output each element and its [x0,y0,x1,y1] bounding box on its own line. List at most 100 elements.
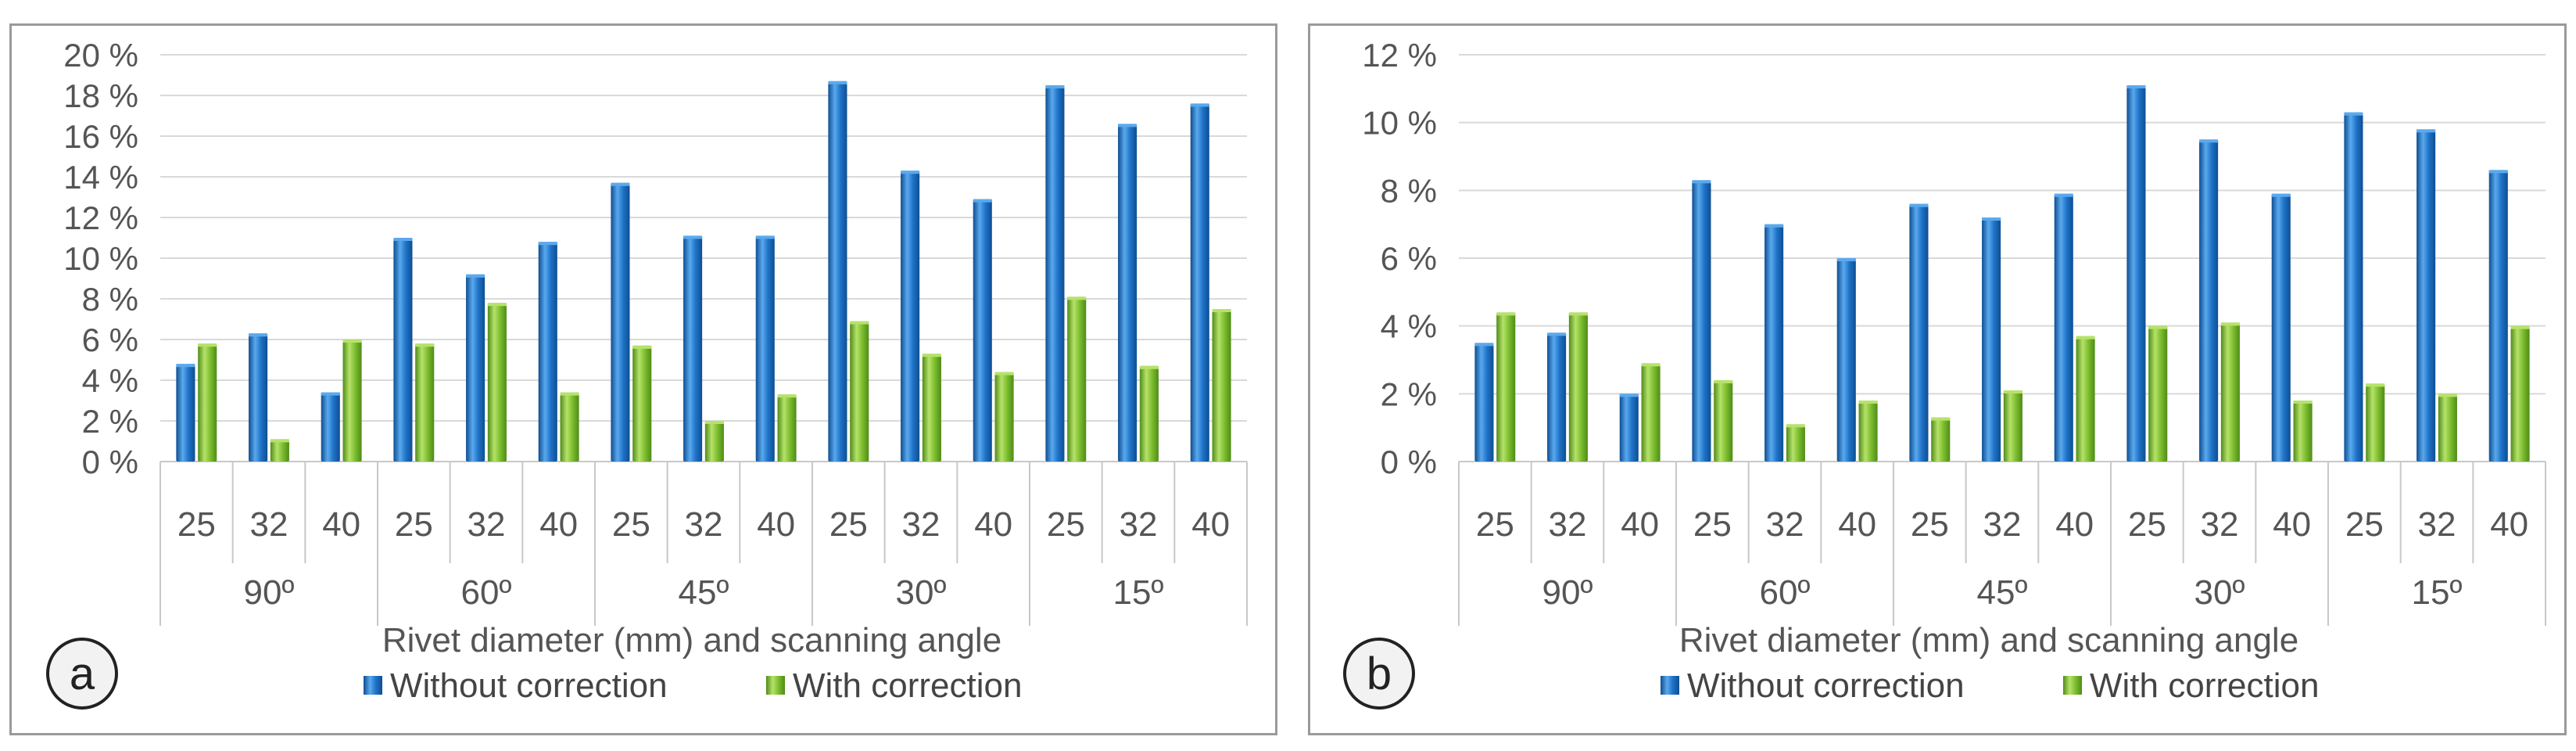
legend-without-correction-label: Without correction [1687,667,1965,705]
bar-with-correction [2438,393,2457,462]
bar-cap [1547,332,1567,336]
x-category-label: 25 [1693,505,1732,544]
bar-without-correction [393,238,413,462]
bar-without-correction [1765,224,1784,462]
bar-cap [1496,312,1516,316]
bar-with-correction [1067,296,1087,462]
x-axis-title: Rivet diameter (mm) and scanning angle [1679,621,2298,659]
y-tick-label: 6 % [82,322,138,358]
x-category-label: 40 [2490,505,2528,544]
bar-cap [2344,112,2363,116]
panel-label-circle [46,638,118,710]
x-category-label: 40 [2055,505,2094,544]
y-tick-label: 18 % [63,77,138,114]
bar-with-correction [994,372,1014,462]
bar-without-correction [2344,112,2363,462]
y-tick-label: 4 % [1381,308,1437,345]
y-tick-label: 0 % [82,444,138,480]
x-category-label: 25 [395,505,433,544]
bar-without-correction [2417,129,2436,462]
bar-with-correction [1931,417,1951,462]
bar-with-correction [1641,363,1661,462]
bar-without-correction [973,199,992,462]
x-group-label: 30º [2194,573,2245,612]
x-category-label: 32 [902,505,940,544]
bar-without-correction [1692,180,1711,462]
bar-cap [1641,363,1661,367]
bar-cap [2199,139,2219,143]
legend-with-correction-label: With correction [793,667,1022,705]
y-tick-label: 12 % [1362,37,1437,74]
x-group-label: 45º [1976,573,2027,612]
x-category-label: 40 [1191,505,1230,544]
bar-cap [538,242,557,246]
legend-without-correction-swatch [1661,676,1679,695]
bar-cap [487,303,507,307]
bar-with-correction [487,303,507,462]
bar-cap [973,199,992,203]
bar-cap [1786,424,1805,428]
bar-without-correction [1909,203,1929,462]
bar-with-correction [1496,312,1516,462]
bar-without-correction [538,242,557,462]
bar-with-correction [415,343,435,462]
bar-cap [249,333,268,337]
bar-cap [1982,217,2001,221]
bar-without-correction [2488,170,2508,462]
bar-without-correction [2126,85,2146,462]
bar-with-correction [198,343,217,462]
x-category-label: 25 [177,505,216,544]
x-category-label: 25 [829,505,868,544]
bar-cap [704,421,724,424]
bar-with-correction [1568,312,1588,462]
x-category-label: 32 [1549,505,1587,544]
bar-with-correction [922,354,941,462]
y-tick-label: 8 % [1381,172,1437,209]
x-category-label: 32 [250,505,288,544]
bar-cap [270,439,289,443]
bar-cap [922,354,941,358]
bar-cap [1619,393,1639,397]
bar-without-correction [2199,139,2219,462]
bar-without-correction [1190,103,1209,462]
chart-panel-a: 0 % 2 % 4 % 6 % 8 % 10 % 12 % 14 % 16 % 18 % 20 % 2… [9,23,1277,735]
bar-cap [2366,383,2385,387]
x-category-label: 25 [1911,505,1949,544]
y-tick-label: 6 % [1381,240,1437,277]
bar-cap [1118,124,1138,128]
bar-with-correction [1858,401,1878,462]
x-category-label: 40 [322,505,360,544]
y-tick-label: 8 % [82,281,138,318]
bar-cap [1212,309,1231,312]
y-tick-label: 16 % [63,118,138,155]
x-category-label: 32 [2418,505,2456,544]
bar-cap [1190,103,1209,107]
bar-cap [828,81,847,84]
bar-without-correction [176,364,195,462]
x-category-label: 40 [1621,505,1659,544]
bar-without-correction [1982,217,2001,462]
chart-panel-b: 0 % 2 % 4 % 6 % 8 % 10 % 12 % 25 32 40 25 32 40 25 32 4… [1308,23,2567,735]
bar-with-correction [2510,325,2530,462]
bar-cap [2076,336,2095,340]
x-group-label: 90º [1542,573,1593,612]
bar-without-correction [1619,393,1639,462]
legend-without-correction-label: Without correction [390,667,668,705]
x-category-label: 40 [757,505,795,544]
bar-cap [777,394,797,398]
bar-cap [393,238,413,241]
bar-without-correction [683,235,703,462]
legend-with-correction-label: With correction [2090,667,2319,705]
bar-with-correction [2293,401,2313,462]
bar-cap [1931,417,1951,421]
y-tick-label: 14 % [63,159,138,196]
bar-cap [2488,170,2508,174]
bar-cap [321,392,340,396]
panel-label-circle [1343,638,1415,710]
bar-with-correction [632,345,652,462]
bar-cap [901,171,920,174]
x-group-label: 15º [1112,573,1163,612]
chart-a-svg: 0 % 2 % 4 % 6 % 8 % 10 % 12 %14 % 16 % 18 %20 % 2… [46,37,1248,710]
bar-cap [2054,193,2073,197]
y-tick-label: 2 % [1381,376,1437,412]
